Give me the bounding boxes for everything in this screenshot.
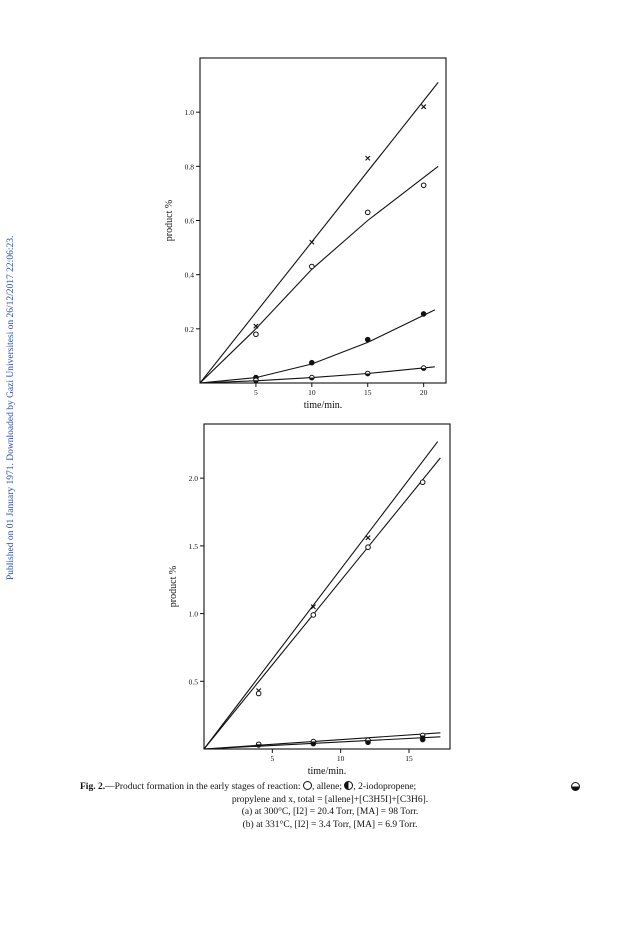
point-open-circle (309, 263, 315, 270)
legend-allene: allene (316, 782, 340, 792)
point-open-circle (253, 331, 259, 338)
x-axis-title: time/min. (304, 400, 343, 411)
point-half-circle (309, 374, 315, 381)
y-tick-label: 0.6 (185, 217, 195, 226)
point-x-marker (310, 604, 316, 610)
plot-frame (199, 57, 447, 384)
y-tick-label: 1.0 (185, 108, 195, 117)
x-tick-label: 15 (364, 388, 372, 397)
point-open-circle (364, 209, 371, 216)
point-open-circle (419, 479, 426, 486)
caption-line-1: Fig. 2.—Product formation in the early s… (80, 781, 580, 794)
point-half-circle (364, 370, 371, 377)
point-half-circle (420, 365, 427, 371)
point-half-circle (310, 738, 317, 745)
point-open-circle (420, 182, 427, 189)
x-tick-label: 10 (308, 388, 316, 397)
chart-a: 0.2 0.4 0.6 0.8 1.0 5 10 15 20 time/min. product % (164, 57, 447, 411)
point-half-circle (419, 732, 426, 739)
y-tick-label: 1.5 (189, 542, 199, 551)
point-open-circle (365, 544, 371, 551)
x-tick-label: 5 (270, 754, 274, 763)
point-half-circle (253, 377, 259, 384)
x-tick-label: 20 (420, 388, 428, 397)
half-circle-icon (344, 781, 354, 790)
y-tick-label: 0.8 (185, 162, 195, 171)
caption-line-2: propylene and x, total = [allene]+[C3H5I… (231, 794, 429, 805)
point-x-marker (421, 104, 427, 110)
series-line-open-circle (199, 165, 439, 384)
point-x-marker (309, 239, 315, 245)
series-line-half-circle (199, 366, 435, 384)
caption-text: —Product formation in the early stages o… (105, 782, 301, 792)
open-circle-icon (302, 781, 312, 790)
point-x-marker (365, 535, 371, 541)
x-tick-label: 10 (337, 754, 345, 763)
point-open-circle (255, 690, 262, 697)
x-tick-label: 15 (405, 754, 413, 763)
figure-caption: Fig. 2.—Product formation in the early s… (80, 781, 580, 831)
point-x-marker (365, 155, 371, 161)
series-line-filled-circle (199, 309, 436, 384)
point-half-circle (255, 741, 262, 748)
caption-line-3: (a) at 300°C, [I2] = 20.4 Torr, [MA] = 9… (241, 807, 419, 817)
series-line-open-circle (203, 457, 441, 750)
plot-frame (203, 423, 451, 750)
legend-iodopropene: 2-iodopropene (358, 782, 414, 792)
chart-b: 0.5 1.0 1.5 2.0 5 10 15 time/min. product % (168, 423, 451, 777)
y-tick-label: 2.0 (189, 474, 199, 483)
series-line-half-circle (203, 732, 441, 750)
caption-line-4: (b) at 331°C, [I2] = 3.4 Torr, [MA] = 6.… (242, 819, 418, 830)
series-line-x (203, 441, 439, 750)
y-axis-title: product % (168, 566, 179, 607)
x-tick-label: 5 (254, 388, 258, 397)
point-filled-circle (420, 311, 427, 317)
y-tick-label: 0.5 (189, 677, 199, 686)
point-half-circle (365, 737, 371, 743)
y-tick-label: 1.0 (189, 610, 199, 619)
y-tick-label: 0.2 (185, 325, 195, 334)
figure-label: Fig. 2. (80, 782, 106, 792)
point-filled-circle (364, 336, 371, 343)
bottom-filled-circle-icon (571, 782, 580, 791)
series-line-x (199, 82, 439, 384)
y-axis-title: product % (164, 200, 175, 241)
x-axis-title: time/min. (308, 766, 347, 777)
point-filled-circle (309, 359, 315, 366)
series-line-filled-circle (203, 736, 441, 750)
point-open-circle (310, 612, 317, 618)
y-tick-label: 0.4 (185, 271, 195, 280)
